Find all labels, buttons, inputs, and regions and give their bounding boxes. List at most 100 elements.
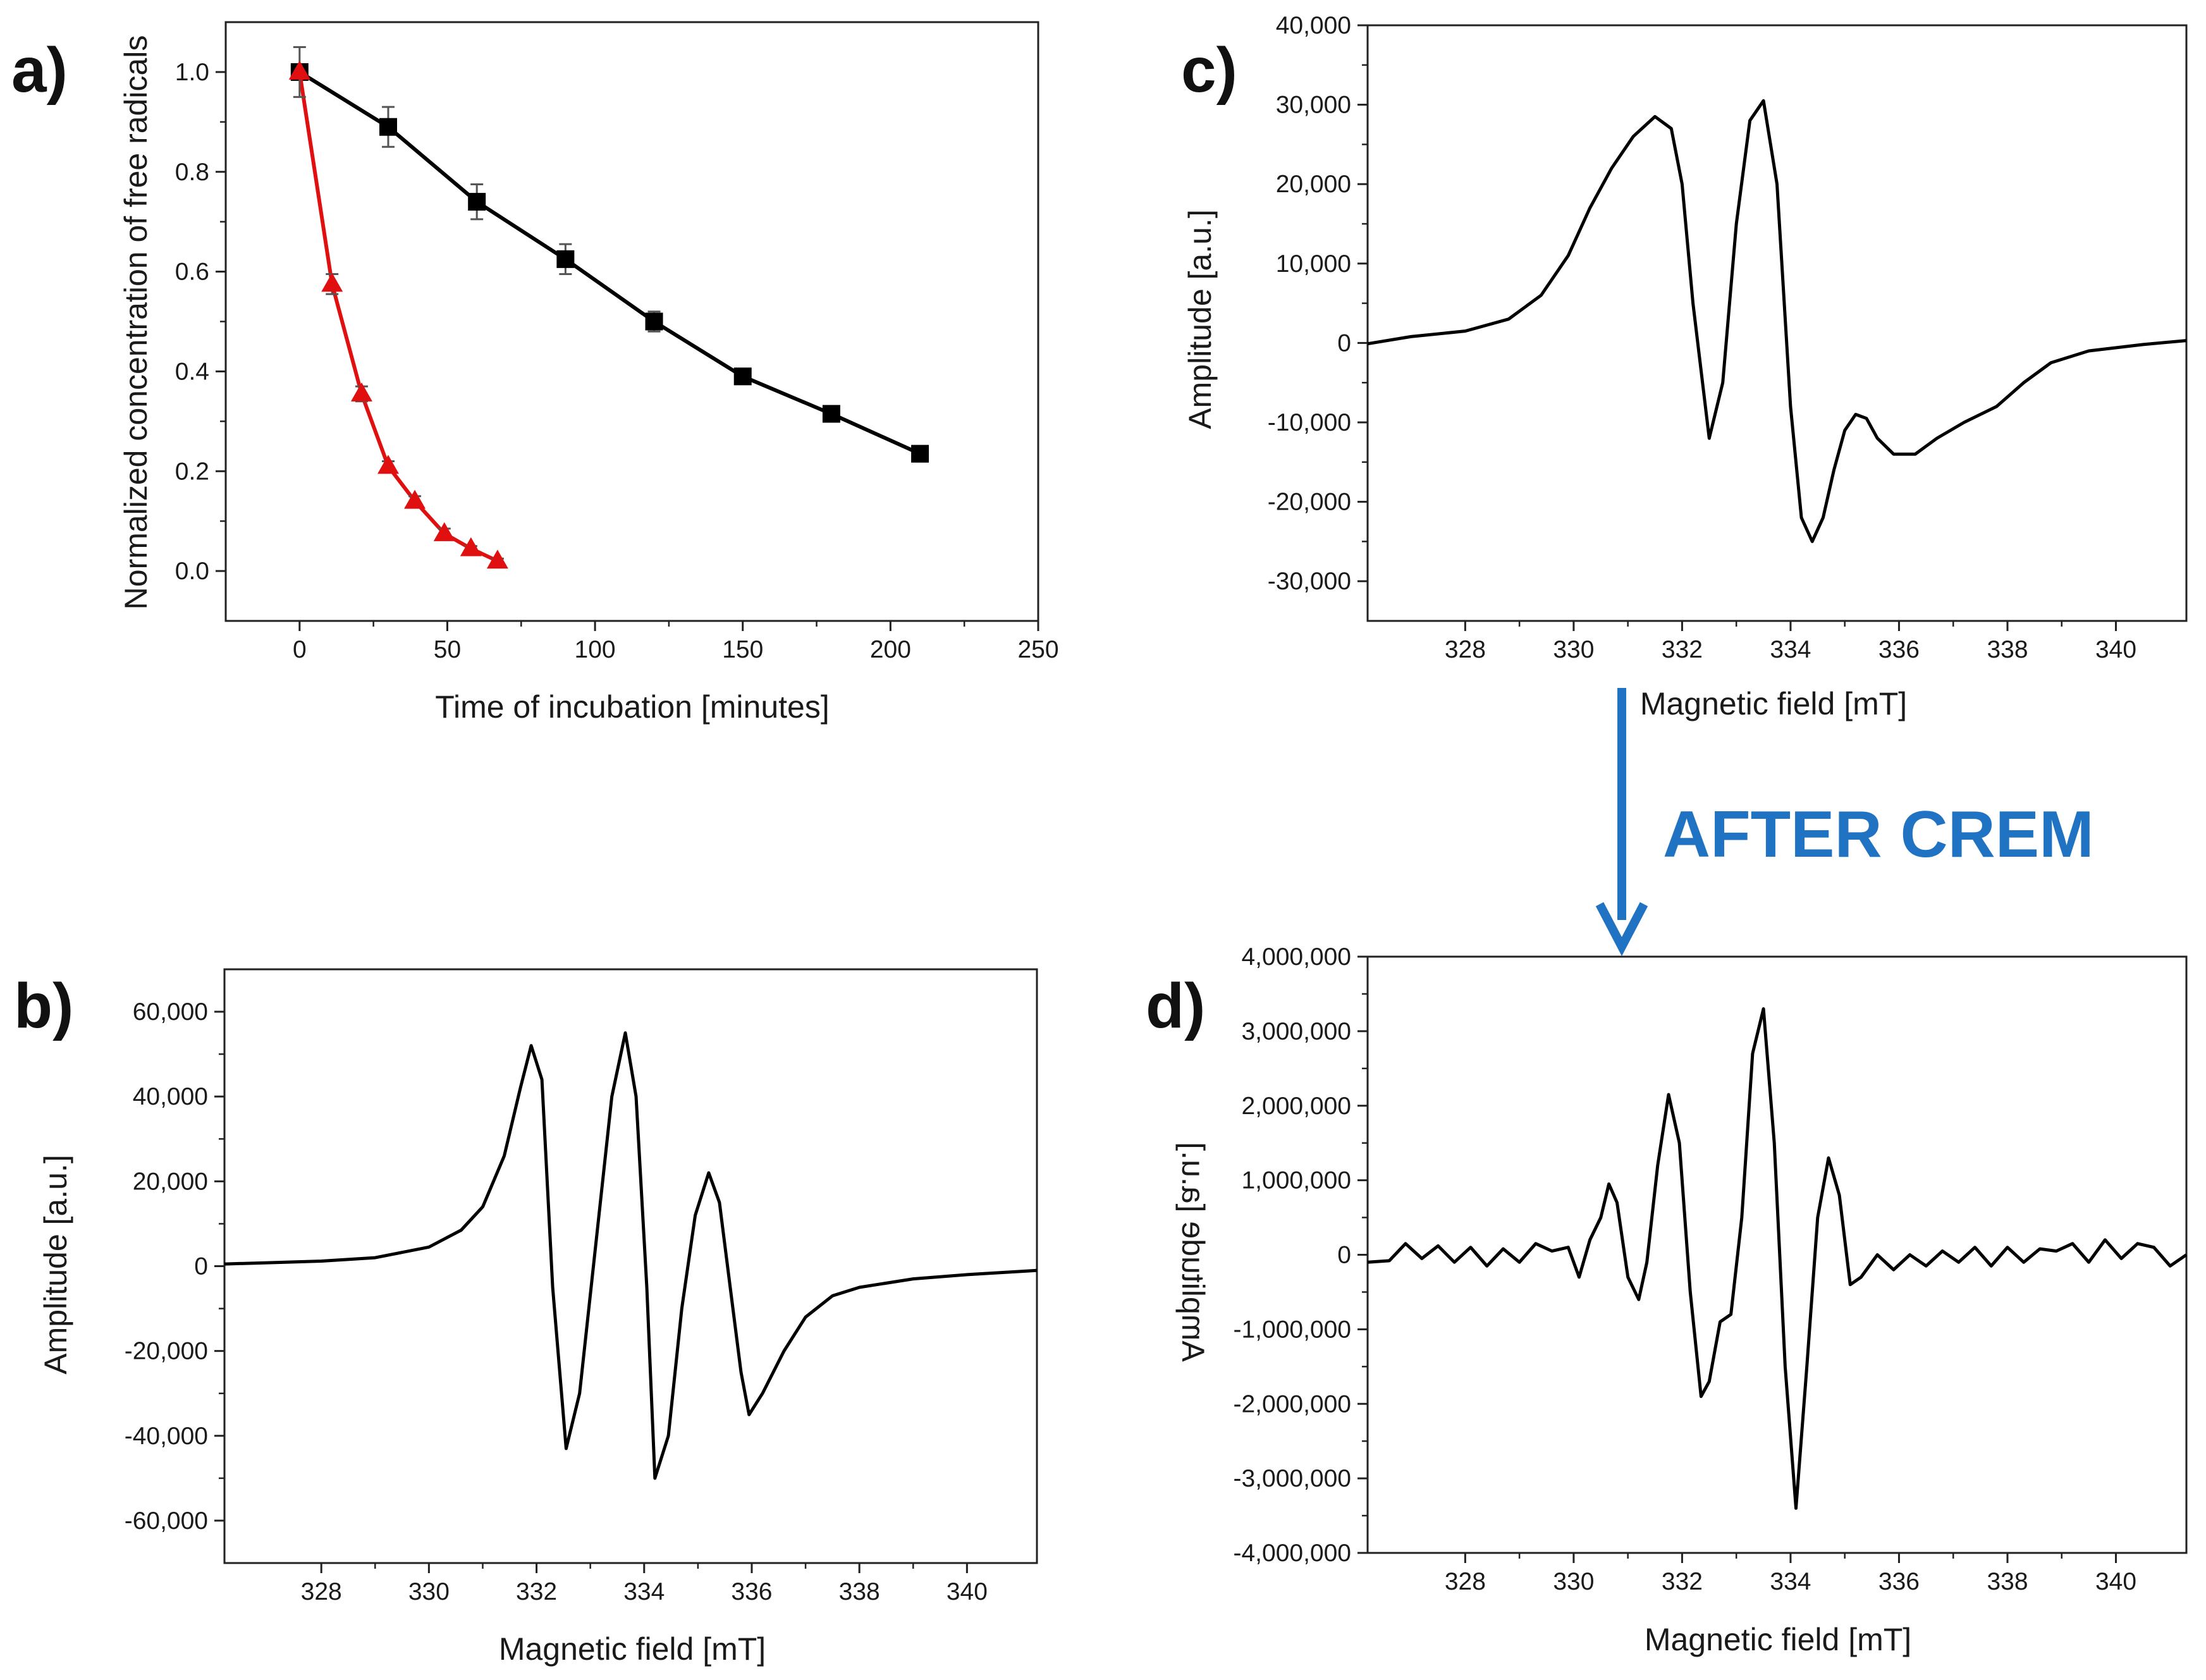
- y-tick-label: -60,000: [125, 1507, 208, 1535]
- x-tick-label: 250: [1017, 636, 1058, 663]
- panel-b-y-axis-title: Amplitude [a.u.]: [38, 1155, 73, 1374]
- panel-d: d) 328 330 332 334 336 338 340 -4,000,000 -3,000…: [1146, 943, 2188, 1657]
- x-tick-label: 330: [408, 1578, 450, 1605]
- y-tick-label: 1.0: [175, 59, 209, 86]
- y-tick-label: 40,000: [1276, 12, 1351, 39]
- x-tick-label: 336: [1878, 1568, 1920, 1595]
- y-tick-label: 2,000,000: [1241, 1093, 1351, 1120]
- y-tick-label: 20,000: [1276, 171, 1351, 198]
- x-tick-label: 200: [870, 636, 911, 663]
- x-tick-label: 334: [1770, 1568, 1811, 1595]
- series-line-black-squares: [298, 70, 921, 456]
- panel-d-plot-frame: [1366, 955, 2188, 1554]
- x-tick-label: 334: [623, 1578, 665, 1605]
- y-tick-label: 0.4: [175, 358, 209, 385]
- panel-d-y-axis-title: Amplitude [a.u.]: [1175, 1142, 1211, 1361]
- data-point-triangle: [433, 522, 455, 541]
- x-tick-label: 338: [1987, 1568, 2028, 1595]
- panel-a-y-axis-title: Normalized concentration of free radical…: [118, 35, 154, 610]
- panel-d-x-axis-title: Magnetic field [mT]: [1645, 1622, 1911, 1657]
- x-tick-label: 338: [1987, 636, 2028, 663]
- x-tick-label: 150: [722, 636, 763, 663]
- y-tick-label: -1,000,000: [1234, 1316, 1352, 1343]
- panel-a-label: a): [11, 35, 68, 106]
- data-point-square: [733, 367, 752, 386]
- data-point-triangle: [288, 60, 310, 80]
- x-tick-label: 330: [1553, 1568, 1594, 1595]
- panel-c: c) 328 330 332 334 336 338 340 -30,000 -20,000 -1…: [1181, 12, 2188, 721]
- y-tick-label: -30,000: [1268, 568, 1351, 595]
- y-tick-label: 3,000,000: [1241, 1018, 1351, 1045]
- data-point-square: [556, 250, 575, 268]
- x-tick-label: 332: [516, 1578, 557, 1605]
- y-tick-label: 0: [1337, 1242, 1351, 1269]
- panel-c-y-axis-title: Amplitude [a.u.]: [1182, 209, 1218, 429]
- panel-a-plot-frame: [224, 21, 1039, 622]
- y-tick-label: 4,000,000: [1241, 943, 1351, 971]
- after-crem-label: AFTER CREM: [1663, 798, 2094, 871]
- data-point-triangle: [460, 537, 482, 556]
- y-tick-label: -40,000: [125, 1423, 208, 1450]
- data-point-triangle: [377, 455, 399, 474]
- arrow-down-icon: [1595, 902, 1648, 957]
- panel-a-x-axis-title: Time of incubation [minutes]: [435, 689, 829, 725]
- y-tick-label: -2,000,000: [1234, 1390, 1352, 1418]
- data-point-triangle: [486, 549, 508, 569]
- panel-a: a) 0 50 100 150 200 250 0.0 0.2 0.4 0.6 0.8 1.0 Tim…: [11, 21, 1059, 725]
- x-tick-label: 336: [1878, 636, 1920, 663]
- y-tick-label: -10,000: [1268, 409, 1351, 436]
- data-point-square: [379, 118, 397, 136]
- y-tick-label: -20,000: [125, 1338, 208, 1365]
- data-point-square: [822, 405, 840, 423]
- x-tick-label: 340: [2095, 636, 2136, 663]
- y-tick-label: 30,000: [1276, 92, 1351, 119]
- y-tick-label: 1,000,000: [1241, 1167, 1351, 1194]
- y-tick-label: 0: [194, 1253, 208, 1280]
- data-point-triangle: [404, 489, 426, 509]
- x-tick-label: 328: [1445, 1568, 1486, 1595]
- panel-b-x-axis-title: Magnetic field [mT]: [499, 1631, 766, 1667]
- after-crem-annotation: AFTER CREM: [1595, 688, 2094, 957]
- x-tick-label: 332: [1662, 636, 1703, 663]
- x-tick-label: 328: [1445, 636, 1486, 663]
- data-point-square: [911, 445, 929, 463]
- x-tick-label: 340: [2095, 1568, 2136, 1595]
- panel-d-label: d): [1146, 971, 1205, 1041]
- series-line-epr-spectrum: [224, 1031, 1038, 1480]
- x-tick-label: 100: [575, 636, 616, 663]
- x-tick-label: 332: [1662, 1568, 1703, 1595]
- data-point-square: [468, 193, 486, 211]
- y-tick-label: 10,000: [1276, 250, 1351, 278]
- x-tick-label: 328: [301, 1578, 342, 1605]
- data-point-triangle: [321, 273, 343, 292]
- x-tick-label: 330: [1553, 636, 1594, 663]
- x-tick-label: 0: [293, 636, 307, 663]
- panel-b-label: b): [14, 971, 73, 1041]
- y-tick-label: -4,000,000: [1234, 1540, 1352, 1567]
- panel-b: b) 328 330 332 334 336 338 340 -60,000 -40,000 -2…: [14, 968, 1038, 1667]
- x-tick-label: 334: [1770, 636, 1811, 663]
- y-tick-label: 0.0: [175, 558, 209, 585]
- x-tick-label: 336: [731, 1578, 772, 1605]
- panel-c-label: c): [1181, 35, 1237, 106]
- data-point-triangle: [350, 382, 372, 402]
- y-tick-label: 60,000: [133, 998, 208, 1026]
- y-tick-label: 40,000: [133, 1083, 208, 1110]
- y-tick-label: -20,000: [1268, 489, 1351, 516]
- series-line-epr-spectrum: [1367, 1007, 2188, 1510]
- data-point-square: [645, 312, 663, 331]
- y-tick-label: 0.6: [175, 259, 209, 286]
- y-tick-label: 0.2: [175, 458, 209, 485]
- series-line-red-triangles: [297, 71, 499, 563]
- y-tick-label: 0.8: [175, 159, 209, 186]
- x-tick-label: 338: [839, 1578, 880, 1605]
- y-tick-label: 20,000: [133, 1168, 208, 1195]
- panel-c-plot-frame: [1366, 24, 2188, 622]
- x-tick-label: 340: [947, 1578, 988, 1605]
- y-tick-label: -3,000,000: [1234, 1465, 1352, 1492]
- panel-c-x-axis-title: Magnetic field [mT]: [1640, 686, 1907, 721]
- x-tick-label: 50: [434, 636, 461, 663]
- series-line-epr-spectrum: [1367, 99, 2187, 543]
- y-tick-label: 0: [1337, 329, 1351, 357]
